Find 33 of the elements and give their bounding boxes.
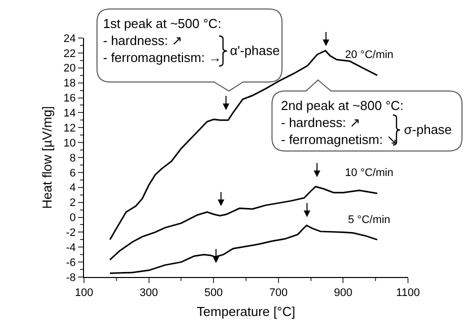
annotation: σ-phase <box>404 122 452 137</box>
series-label: 5 °C/min <box>348 214 390 226</box>
y-tick-label: -4 <box>66 242 76 254</box>
y-tick-label: 22 <box>64 48 76 60</box>
y-tick-label: 18 <box>64 78 76 90</box>
x-tick-label: 100 <box>74 287 94 300</box>
y-tick-label: 12 <box>64 122 76 134</box>
annotation: 1st peak at ~500 °C: - hardness: ↗ - ferromagnetism: → <box>103 16 222 65</box>
y-tick-label: -8 <box>66 272 76 284</box>
legend-label: 10 °C/min <box>345 167 394 179</box>
annotation: α'-phase <box>230 43 280 58</box>
y-tick-label: 8 <box>70 152 76 164</box>
y-tick-label: 0 <box>70 212 76 224</box>
y-tick-label: -2 <box>66 227 76 240</box>
x-tick-label: 1100 <box>396 287 420 300</box>
y-tick-label: 6 <box>70 167 76 180</box>
y-tick-label: 14 <box>64 108 76 120</box>
y-tick-label: 24 <box>64 32 76 45</box>
x-tick-label: 300 <box>140 287 158 300</box>
x-tick-label: 700 <box>269 287 288 300</box>
y-tick-label: -6 <box>66 256 76 269</box>
series-label: 20 °C/min <box>345 49 394 61</box>
y-tick-label: 2 <box>70 197 76 210</box>
x-axis-title: Temperature [°C] <box>196 304 296 319</box>
line-series <box>109 224 378 274</box>
x-tick-label: 500 <box>204 287 223 300</box>
y-axis-title: Heat flow [µV/mg] <box>40 106 54 209</box>
annotation: 2nd peak at ~800 °C: - hardness: ↗ - ferromagnetism: ↘ <box>281 98 404 147</box>
y-tick-label: 16 <box>64 92 76 105</box>
y-tick-label: 10 <box>64 137 76 150</box>
y-tick-label: 4 <box>70 182 76 194</box>
x-tick-label: 900 <box>334 287 352 300</box>
y-tick-label: 20 <box>64 62 76 75</box>
